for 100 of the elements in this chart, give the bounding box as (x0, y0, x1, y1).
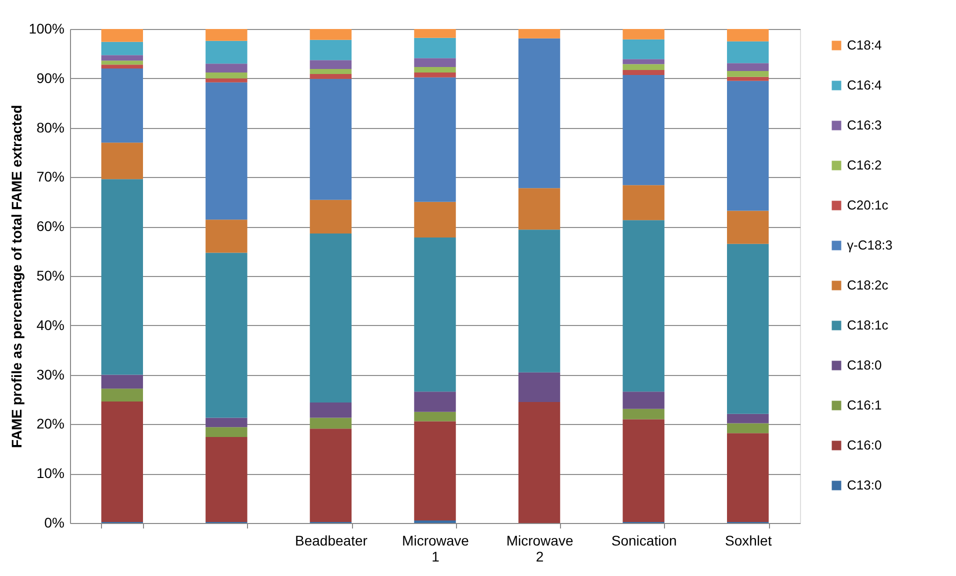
bar (622, 59, 664, 64)
legend-label: C18:1c (847, 318, 889, 332)
bar (101, 388, 143, 402)
bar (414, 58, 456, 68)
bar (310, 60, 352, 70)
legend-label: C20:1c (847, 198, 889, 212)
y-tick-label: 30% (36, 366, 64, 382)
bar (518, 402, 560, 523)
bar (101, 179, 143, 375)
bar (727, 63, 769, 71)
bar (310, 234, 352, 402)
x-tick-label: Beadbeater (295, 532, 368, 548)
y-tick-label: 90% (36, 70, 64, 86)
y-tick-label: 100% (28, 20, 64, 36)
bar (101, 142, 143, 180)
bar (101, 55, 143, 61)
bar (622, 220, 664, 392)
bar (310, 418, 352, 429)
bar (101, 29, 143, 42)
y-tick-label: 70% (36, 168, 64, 185)
bar (206, 78, 248, 82)
bar (310, 402, 352, 418)
legend-label: C16:4 (847, 78, 882, 92)
bar (518, 372, 560, 402)
bar (310, 78, 352, 200)
bar (206, 64, 248, 72)
legend-label: C16:3 (847, 118, 882, 132)
bar (414, 237, 456, 392)
bar (206, 82, 248, 220)
bar (206, 437, 248, 522)
bar (414, 412, 456, 422)
bar (518, 230, 560, 372)
bar (310, 69, 352, 74)
bar (727, 244, 769, 414)
x-tick-label: Microwave 2 (506, 532, 574, 564)
y-tick-label: 0% (44, 514, 64, 530)
x-tick-label: Soxhlet (725, 532, 772, 548)
bar (622, 29, 664, 40)
bar (727, 80, 769, 211)
bar (310, 200, 352, 234)
legend-label: C18:0 (847, 358, 882, 372)
bar (727, 414, 769, 424)
bar (414, 392, 456, 412)
bar (622, 392, 664, 409)
bar (622, 74, 664, 186)
bar (310, 40, 352, 60)
bar (101, 60, 143, 65)
legend-label: C16:2 (847, 158, 882, 172)
y-tick-label: 10% (36, 465, 64, 482)
legend-label: C18:4 (847, 38, 882, 52)
bar (101, 68, 143, 143)
bar (727, 70, 769, 77)
bar (727, 210, 769, 244)
bar (101, 64, 143, 69)
y-tick-label: 80% (36, 119, 64, 136)
y-tick-label: 20% (36, 416, 64, 432)
bar (206, 427, 248, 438)
bar (414, 72, 456, 78)
bar (518, 188, 560, 230)
bar (622, 185, 664, 220)
legend-label: C18:2c (847, 278, 889, 292)
y-tick-label: 40% (36, 316, 64, 333)
bar (206, 40, 248, 64)
bar (310, 428, 352, 522)
x-tick-label: Microwave 1 (402, 532, 470, 564)
bar (101, 42, 143, 56)
bar (206, 29, 248, 41)
bar (310, 29, 352, 40)
bar (414, 77, 456, 202)
bar (206, 220, 248, 253)
y-tick-label: 60% (36, 218, 64, 234)
bar (727, 423, 769, 434)
x-tick-label: Sonication (611, 532, 677, 548)
bar (727, 433, 769, 522)
bar (727, 29, 769, 42)
bar (206, 418, 248, 428)
legend-label: C16:1 (847, 398, 882, 412)
bar (414, 29, 456, 38)
bar (414, 67, 456, 72)
bar (518, 29, 560, 38)
bar (414, 202, 456, 238)
bar (622, 419, 664, 522)
bar (622, 408, 664, 420)
bar (727, 41, 769, 64)
legend-label: C13:0 (847, 478, 882, 492)
bar (414, 38, 456, 58)
legend-label: γ-C18:3 (847, 238, 893, 252)
bar (727, 76, 769, 81)
y-tick-label: 50% (36, 268, 64, 284)
bar (622, 64, 664, 70)
bar (414, 421, 456, 521)
y-axis-title: FAME profile as percentage of total FAME extracted (8, 104, 25, 448)
bar (518, 38, 560, 188)
bar (622, 39, 664, 60)
legend-label: C16:0 (847, 438, 882, 452)
bar (206, 252, 248, 418)
bar (206, 72, 248, 78)
bar (101, 374, 143, 389)
bar (101, 401, 143, 522)
bar (622, 70, 664, 75)
